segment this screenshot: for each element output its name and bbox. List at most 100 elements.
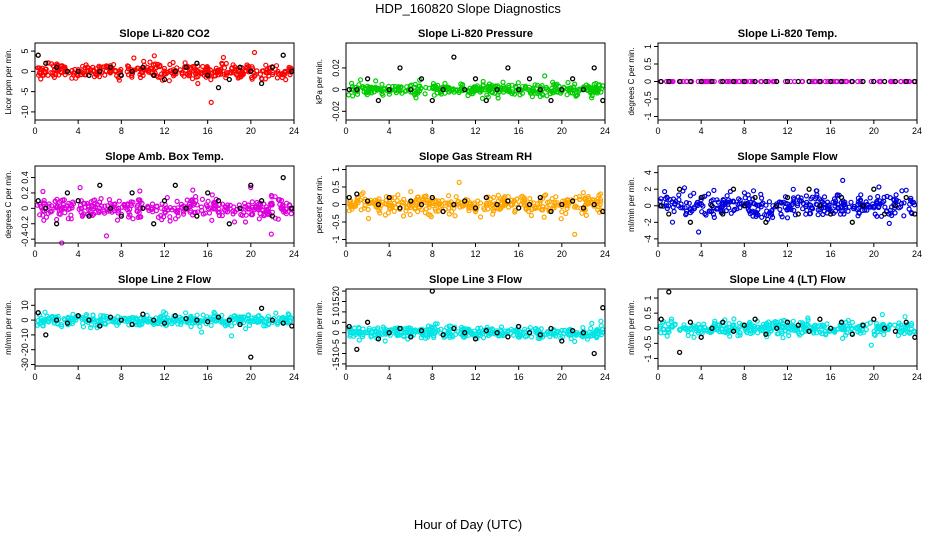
data-point (741, 78, 747, 85)
data-point (472, 205, 479, 211)
y-tick-label: 0 (643, 326, 653, 331)
point (216, 72, 222, 78)
data-point (903, 194, 909, 201)
point (540, 195, 546, 201)
point (373, 78, 379, 84)
point-cloud (346, 318, 606, 344)
x-tick-label: 16 (826, 126, 836, 136)
data-point (53, 317, 60, 323)
point (855, 201, 861, 208)
x-tick-label: 24 (912, 372, 922, 382)
y-tick-label: 0 (20, 206, 30, 211)
point (840, 177, 846, 183)
panel-7: Slope Line 2 Flow ml/min per min. 0 4 8 12 16 2… (4, 274, 299, 382)
data-point (730, 328, 737, 334)
point (221, 207, 228, 213)
data-point (548, 325, 554, 332)
data-point (912, 78, 918, 85)
point (495, 95, 501, 101)
point (123, 316, 129, 322)
data-point (375, 201, 382, 208)
point (725, 199, 731, 205)
point (486, 201, 493, 207)
point (167, 61, 173, 68)
data-point (698, 334, 704, 340)
point (527, 90, 534, 96)
point (354, 91, 361, 97)
point (750, 188, 757, 194)
x-tick-label: 12 (782, 249, 792, 259)
data-point (548, 208, 554, 215)
data-point (676, 186, 683, 192)
point (589, 92, 595, 99)
point (446, 193, 452, 199)
point (899, 329, 905, 335)
point (486, 332, 492, 339)
point (478, 88, 484, 94)
panel-2: Slope Li-820 Pressure kPa per min. 0 4 8 12 16… (315, 28, 610, 136)
data-point (375, 97, 382, 104)
point (668, 318, 674, 325)
point (391, 208, 397, 214)
data-point (817, 316, 823, 322)
point (221, 71, 227, 77)
data-point (860, 78, 866, 85)
point (856, 328, 863, 334)
y-tick-label: 10 (331, 307, 341, 317)
data-point (172, 182, 178, 188)
point (50, 70, 56, 76)
point (205, 65, 211, 72)
data-point (194, 213, 200, 219)
point (901, 213, 907, 219)
x-tick-label: 8 (119, 249, 124, 259)
point (826, 204, 832, 210)
point (431, 92, 437, 98)
point (422, 91, 428, 97)
point (126, 209, 132, 215)
y-tick-label: 0 (643, 79, 653, 84)
point (150, 62, 157, 68)
point (544, 204, 550, 210)
point (544, 329, 550, 335)
data-point (118, 213, 124, 219)
point (353, 331, 359, 338)
point (842, 332, 849, 338)
data-point (763, 331, 769, 337)
point (81, 72, 88, 78)
point (509, 202, 515, 208)
point (401, 334, 407, 340)
point (197, 323, 203, 329)
point (231, 313, 237, 319)
point (251, 49, 258, 56)
data-point (462, 198, 468, 204)
y-tick-label: -2 (643, 218, 653, 226)
data-point (483, 327, 489, 334)
point (871, 331, 877, 337)
point (490, 84, 496, 90)
point (159, 217, 165, 223)
point (244, 62, 250, 68)
point (759, 214, 765, 220)
x-tick-label: 0 (343, 249, 348, 259)
point (658, 330, 664, 336)
point (572, 338, 578, 344)
point (548, 88, 554, 94)
point (484, 200, 490, 206)
x-tick-label: 4 (76, 372, 81, 382)
point (672, 321, 678, 327)
data-point (494, 201, 500, 208)
panel-9: Slope Line 4 (LT) Flow ml/min per min. 0 4 8… (627, 274, 922, 382)
data-point (280, 174, 286, 181)
point (266, 210, 272, 216)
point (425, 323, 432, 329)
point (822, 331, 829, 337)
point (851, 203, 857, 210)
x-tick-label: 0 (655, 249, 660, 259)
point (582, 195, 588, 201)
point (731, 207, 737, 214)
point (892, 210, 898, 216)
point (258, 316, 264, 322)
point (574, 92, 580, 99)
data-point (418, 76, 425, 82)
point (476, 329, 482, 335)
